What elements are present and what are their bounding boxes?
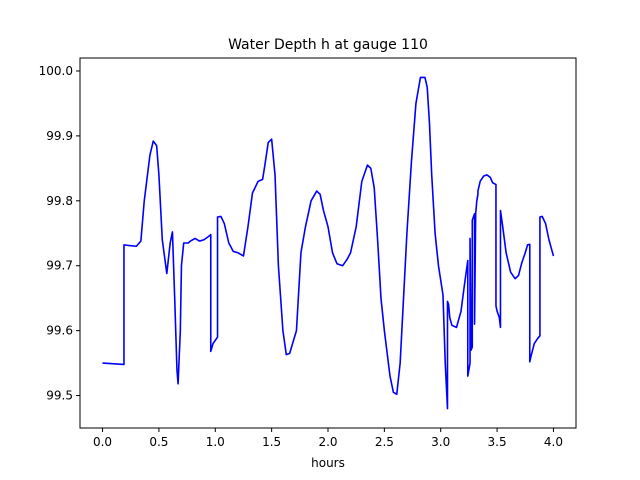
y-tick-label: 99.9 xyxy=(46,129,73,143)
x-tick-label: 3.0 xyxy=(431,435,450,449)
y-tick-label: 99.5 xyxy=(46,389,73,403)
x-tick-label: 3.5 xyxy=(488,435,507,449)
y-tick-label: 99.8 xyxy=(46,194,73,208)
x-tick-label: 4.0 xyxy=(544,435,563,449)
y-tick-label: 100.0 xyxy=(39,64,73,78)
series-line-0 xyxy=(102,76,555,410)
x-tick-label: 2.0 xyxy=(318,435,337,449)
chart-title: Water Depth h at gauge 110 xyxy=(228,37,428,53)
y-tick-label: 99.6 xyxy=(46,324,73,338)
x-axis-ticks: 0.0 0.5 1.0 1.5 2.0 2.5 3.0 3.5 4.0 xyxy=(93,428,563,449)
x-tick-label: 1.5 xyxy=(262,435,281,449)
x-axis-label: hours xyxy=(311,456,345,470)
series-layer xyxy=(102,76,555,410)
y-axis-ticks: 99.5 99.6 99.7 99.8 99.9 100.0 xyxy=(39,64,80,403)
y-tick-label: 99.7 xyxy=(46,259,73,273)
x-tick-label: 0.5 xyxy=(149,435,168,449)
x-tick-label: 1.0 xyxy=(206,435,225,449)
x-tick-label: 2.5 xyxy=(375,435,394,449)
plot-area xyxy=(80,58,576,428)
x-tick-label: 0.0 xyxy=(93,435,112,449)
